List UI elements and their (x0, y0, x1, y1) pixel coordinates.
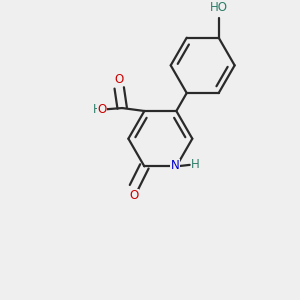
Text: H: H (191, 158, 200, 171)
Text: H: H (93, 103, 101, 116)
Text: O: O (115, 73, 124, 85)
Text: N: N (171, 159, 180, 172)
Text: O: O (129, 190, 139, 202)
Text: HO: HO (210, 1, 228, 14)
Text: O: O (98, 103, 107, 116)
